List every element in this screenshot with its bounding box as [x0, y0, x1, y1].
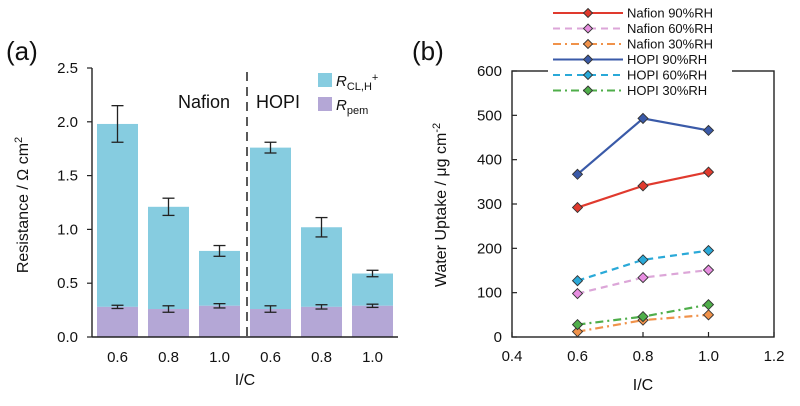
y-tick-label: 0.0	[57, 329, 78, 346]
legend-label: HOPI 90%RH	[627, 52, 707, 67]
y-tick-label: 100	[477, 285, 502, 302]
panel-b-plot-frame	[511, 70, 775, 338]
panel-b-series	[571, 112, 715, 338]
panel-b-ylabel: Water Uptake / μg cm-2	[431, 123, 450, 287]
data-point	[571, 168, 584, 180]
data-point	[702, 264, 715, 276]
bar-rpem	[250, 309, 291, 337]
legend-label-rpem: Rpem	[336, 97, 368, 117]
bar-rcl	[97, 123, 138, 307]
y-tick-label: 600	[477, 63, 502, 80]
x-tick-label: 0.8	[311, 349, 332, 366]
legend-label: HOPI 30%RH	[627, 83, 707, 98]
panel-b-y-ticks: 0 100 200 300 400 500 600	[477, 63, 517, 346]
data-point	[637, 180, 649, 192]
y-tick-label: 1.5	[57, 168, 78, 185]
data-point	[637, 112, 649, 125]
legend-label: Nafion 60%RH	[627, 21, 713, 36]
panel-b: (b) Water Uptake / μg cm-2 0 100 200 300 400…	[412, 3, 784, 394]
data-point	[702, 244, 715, 257]
panel-a-legend: RCL,H+ Rpem	[318, 72, 378, 117]
y-tick-label: 200	[477, 240, 502, 257]
x-tick-label: 0.6	[567, 348, 588, 365]
bar-rcl	[301, 227, 342, 307]
legend-marker	[582, 85, 594, 96]
bar-rpem	[97, 306, 138, 337]
y-tick-label: 400	[477, 152, 502, 169]
data-point	[637, 271, 649, 284]
legend-label: HOPI 60%RH	[627, 68, 707, 83]
data-point	[702, 166, 715, 178]
x-tick-label: 1.0	[362, 349, 383, 366]
bar-rcl	[250, 147, 291, 310]
y-tick-label: 2.0	[57, 114, 78, 131]
x-tick-label: 0.4	[502, 348, 523, 365]
legend-marker	[582, 7, 594, 19]
x-tick-label: 0.6	[260, 349, 281, 366]
legend-swatch-rcl	[318, 73, 332, 87]
bar-rpem	[148, 309, 189, 337]
bar-rpem	[199, 305, 240, 337]
panel-b-x-ticks: 0.4 0.6 0.8 1.0 1.2	[502, 332, 785, 365]
x-tick-label: 1.0	[698, 348, 719, 365]
legend-marker	[582, 54, 594, 65]
data-point	[702, 124, 715, 137]
x-tick-label: 0.8	[158, 349, 179, 366]
x-tick-label: 1.0	[209, 349, 230, 366]
panel-a-label: (a)	[6, 36, 38, 66]
series-line	[576, 117, 709, 176]
data-point	[571, 275, 584, 287]
legend-swatch-rpem	[318, 97, 332, 111]
data-point	[702, 299, 715, 311]
y-tick-label: 0	[494, 329, 502, 346]
panel-b-label: (b)	[412, 36, 444, 66]
legend-label-rcl: RCL,H+	[336, 72, 378, 93]
legend-marker	[582, 38, 594, 50]
data-point	[571, 318, 584, 331]
data-point	[702, 309, 715, 321]
panel-b-xlabel: I/C	[633, 377, 653, 394]
panel-a: (a) Resistance / Ω cm2 0.0 0.5 1.0 1.5 2.0 2.…	[6, 36, 398, 389]
group-label-nafion: Nafion	[178, 92, 230, 112]
panel-a-ylabel: Resistance / Ω cm2	[13, 137, 32, 273]
panel-a-y-ticks: 0.0 0.5 1.0 1.5 2.0 2.5	[57, 60, 92, 346]
y-tick-label: 1.0	[57, 221, 78, 238]
data-point	[637, 254, 649, 266]
panel-a-error-bars	[111, 105, 379, 313]
series-line	[577, 303, 709, 326]
bar-rcl	[199, 250, 240, 306]
x-tick-label: 1.2	[764, 348, 785, 365]
legend-label: Nafion 90%RH	[627, 6, 713, 21]
panel-b-legend-bg	[548, 3, 732, 99]
legend-marker	[582, 69, 594, 81]
data-point	[571, 201, 584, 214]
y-tick-label: 2.5	[57, 60, 78, 77]
y-tick-label: 0.5	[57, 275, 78, 292]
bar-rcl	[352, 273, 393, 306]
data-point	[571, 326, 584, 338]
panel-a-x-ticks: 0.6 0.8 1.0 0.6 0.8 1.0	[107, 349, 383, 366]
x-tick-label: 0.8	[633, 348, 654, 365]
bar-rcl	[148, 206, 189, 310]
panel-a-bars	[97, 123, 393, 337]
group-label-hopi: HOPI	[256, 92, 300, 112]
bar-rpem	[301, 306, 342, 337]
legend-label: Nafion 30%RH	[627, 37, 713, 52]
legend-marker	[582, 23, 594, 34]
y-tick-label: 500	[477, 107, 502, 124]
x-tick-label: 0.6	[107, 349, 128, 366]
data-point	[637, 310, 649, 323]
data-point	[571, 287, 584, 300]
y-tick-label: 300	[477, 196, 502, 213]
series-line	[577, 249, 709, 282]
panel-a-xlabel: I/C	[235, 372, 255, 389]
series-line	[577, 268, 709, 295]
bar-rpem	[352, 305, 393, 337]
